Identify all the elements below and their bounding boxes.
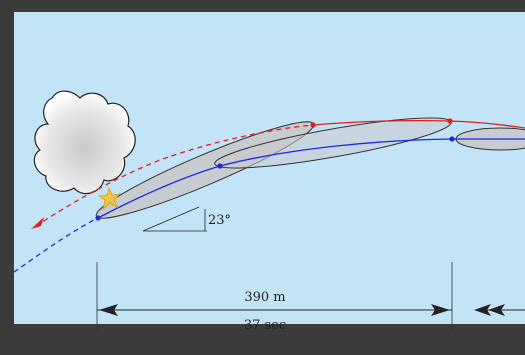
double-chevron-left-icon	[474, 304, 525, 316]
blue-point-3	[449, 136, 455, 142]
angle-indicator: 23°	[142, 206, 231, 232]
distance-label: 390 m	[244, 290, 285, 305]
arrow-right-icon	[431, 304, 450, 316]
arrow-left-icon	[31, 217, 44, 229]
time-label: 37 sec	[244, 318, 286, 333]
blue-point-2	[217, 163, 223, 169]
cloud-icon	[33, 90, 136, 195]
blue-trajectory-dashed	[13, 217, 99, 273]
red-point-2	[447, 118, 453, 124]
arrow-left-icon	[99, 304, 118, 316]
red-trajectory-dashed	[35, 124, 314, 227]
star-icon	[98, 187, 121, 210]
angle-label: 23°	[208, 213, 231, 228]
red-point-1	[310, 122, 316, 128]
blue-point-1	[95, 215, 101, 221]
dimension-marker: 390 m 37 sec	[96, 262, 453, 333]
red-trajectory-solid	[312, 119, 525, 129]
blue-trajectory-solid	[97, 138, 525, 219]
